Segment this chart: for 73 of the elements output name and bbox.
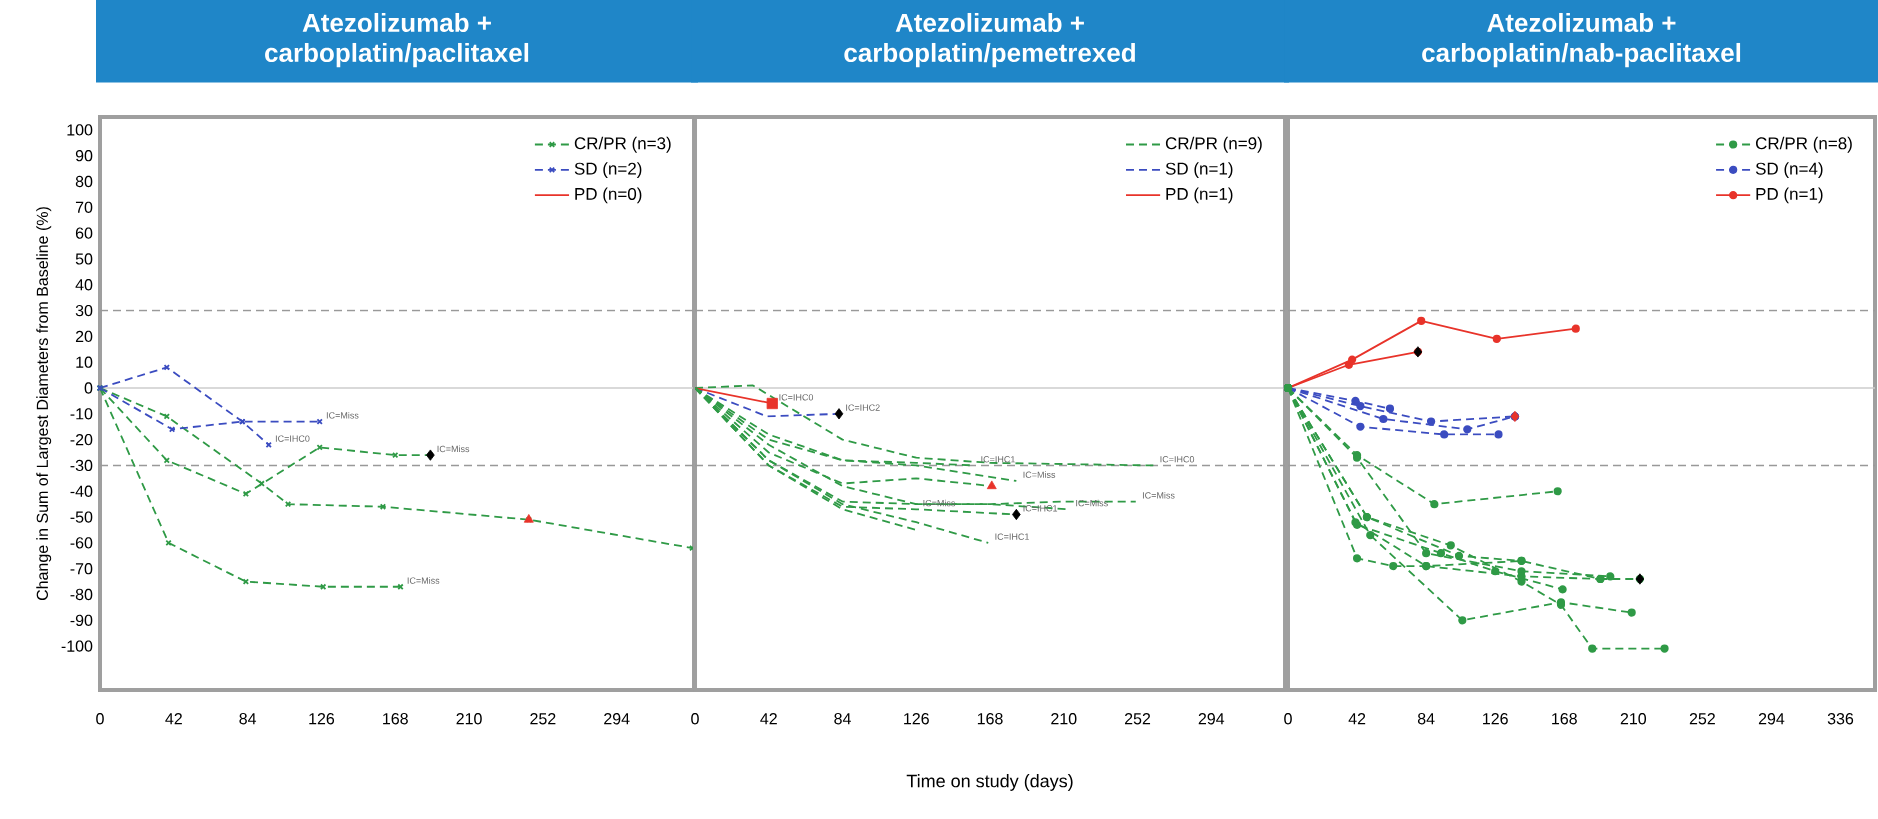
annotation: IC=Miss [437, 445, 470, 453]
x-tick-label: 210 [1051, 713, 1077, 725]
annotation: IC=Miss [1023, 471, 1056, 478]
y-tick-label: -60 [70, 537, 93, 549]
legend-label: PD (n=1) [1756, 187, 1823, 204]
y-tick-label: -40 [70, 485, 93, 497]
annotation: IC=IHC0 [275, 435, 310, 442]
x-tick-label: 126 [904, 713, 929, 725]
x-tick-label: 252 [530, 713, 556, 725]
legend-label: SD (n=1) [1165, 162, 1233, 179]
y-tick-label: 100 [67, 124, 93, 136]
y-tick-label: 50 [75, 253, 93, 265]
x-tick-label: 168 [1552, 713, 1577, 725]
x-axis-title: Time on study (days) [906, 774, 1073, 791]
x-tick-label: 252 [1124, 713, 1151, 725]
annotation: IC=IHC1 [1023, 505, 1058, 512]
x-tick-label: 84 [1417, 713, 1435, 725]
y-tick-label: 30 [75, 304, 93, 317]
y-tick-label: -20 [70, 433, 93, 446]
x-tick-label: 84 [834, 713, 851, 725]
x-tick-label: 252 [1689, 713, 1715, 725]
annotation: IC=Miss [1076, 499, 1108, 507]
y-tick-label: -100 [61, 640, 93, 652]
annotation: IC=IHC0 [779, 394, 814, 401]
y-tick-label: -70 [70, 563, 93, 575]
y-tick-label: 90 [75, 150, 93, 162]
y-tick-label: -10 [70, 408, 93, 420]
x-tick-label: 168 [383, 713, 408, 725]
y-tick-label: -50 [70, 511, 93, 523]
legend-label: CR/PR (n=3) [574, 136, 671, 153]
x-tick-label: 294 [1198, 713, 1225, 725]
x-tick-label: 42 [1348, 713, 1366, 725]
x-tick-label: 42 [165, 713, 182, 725]
y-tick-label: 80 [75, 175, 93, 188]
y-tick-label: -90 [70, 614, 93, 626]
x-tick-label: 210 [456, 713, 482, 725]
x-tick-label: 84 [239, 713, 257, 725]
annotation: IC=Miss [407, 577, 440, 584]
y-tick-label: 20 [75, 330, 93, 343]
y-tick-label: 60 [75, 227, 93, 239]
x-tick-label: 294 [1758, 713, 1785, 725]
x-tick-label: 336 [1827, 713, 1854, 725]
legend-label: CR/PR (n=8) [1755, 136, 1852, 153]
annotation: IC=Miss [1142, 491, 1175, 499]
annotation: IC=IHC2 [846, 404, 880, 411]
annotation: IC=IHC1 [995, 533, 1029, 540]
legend-label: SD (n=4) [1755, 162, 1823, 179]
chart-title: Atezolizumab + carboplatin/paclitaxel [265, 12, 529, 68]
x-tick-label: 42 [760, 713, 777, 725]
x-tick-label: 0 [96, 713, 104, 725]
y-axis-title: Change in Sum of Largest Diameters from Baseline (%) [36, 207, 52, 601]
annotation: IC=IHC1 [981, 456, 1015, 463]
chart-title: Atezolizumab + carboplatin/pemetrexed [844, 12, 1135, 68]
legend-label: SD (n=2) [574, 162, 642, 179]
y-tick-label: -30 [70, 459, 93, 472]
x-tick-label: 210 [1620, 713, 1647, 725]
x-tick-label: 0 [1284, 713, 1292, 725]
y-tick-label: 0 [84, 382, 93, 394]
x-tick-label: 294 [604, 713, 630, 725]
legend-label: PD (n=0) [575, 187, 642, 204]
legend-label: PD (n=1) [1166, 187, 1233, 204]
x-tick-label: 126 [1483, 713, 1508, 725]
annotation: IC=IHC0 [1160, 456, 1195, 463]
y-tick-label: -80 [70, 588, 93, 601]
chart-title: Atezolizumab + carboplatin/nab-paclitaxel [1422, 12, 1741, 68]
annotation: IC=Miss [326, 411, 359, 419]
x-tick-label: 126 [309, 713, 335, 725]
y-tick-label: 70 [75, 201, 93, 213]
x-tick-label: 0 [691, 713, 699, 725]
x-tick-label: 168 [977, 713, 1003, 725]
legend-label: CR/PR (n=9) [1165, 136, 1262, 153]
y-tick-label: 40 [75, 279, 93, 291]
y-tick-label: 10 [76, 356, 93, 368]
